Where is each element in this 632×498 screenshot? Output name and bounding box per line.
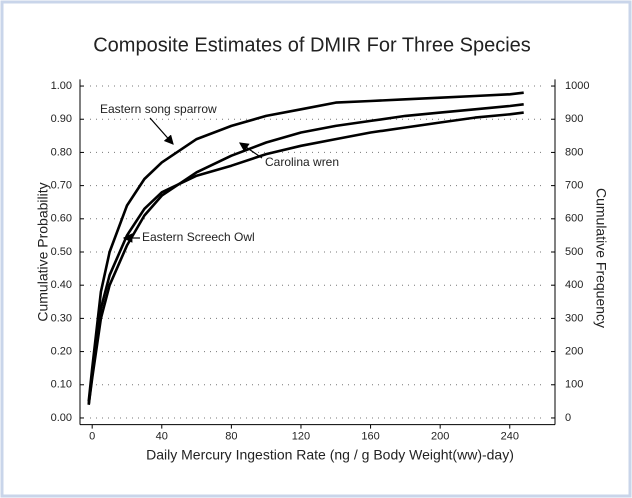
y2-axis-label: Cumulative Frequency (593, 188, 609, 328)
y2-tick-label: 300 (565, 312, 583, 324)
line-series (87, 111, 524, 405)
y-tick-label: 0.70 (51, 180, 72, 192)
annotation: Eastern Screech Owl (142, 230, 255, 244)
y2-tick-label: 700 (565, 180, 583, 192)
y2-tick-label: 400 (565, 279, 583, 291)
x-tick-label: 160 (361, 431, 379, 443)
y-tick-label: 0.20 (51, 345, 72, 357)
y-tick-label: 0.60 (51, 213, 72, 225)
line-series (87, 91, 524, 402)
annotation-arrow (239, 142, 263, 159)
line-series (87, 103, 524, 405)
annotation: Carolina wren (265, 155, 339, 169)
y-tick-label: 1.00 (51, 80, 72, 92)
x-tick-label: 40 (156, 431, 168, 443)
x-tick-label: 240 (501, 431, 519, 443)
y2-tick-label: 1000 (565, 80, 589, 92)
x-axis-label: Daily Mercury Ingestion Rate (ng / g Bod… (146, 447, 514, 463)
x-tick-label: 80 (225, 431, 237, 443)
y2-tick-label: 500 (565, 246, 583, 258)
y-axis-label: Cumulative Probability (35, 182, 51, 321)
y2-tick-label: 200 (565, 345, 583, 357)
y2-tick-label: 0 (565, 412, 571, 424)
x-tick-label: 120 (292, 431, 310, 443)
x-tick-label: 0 (89, 431, 95, 443)
y-tick-label: 0.10 (51, 379, 72, 391)
y-tick-label: 0.00 (51, 412, 72, 424)
x-tick-label: 200 (431, 431, 449, 443)
annotation-arrow (149, 117, 174, 145)
y2-tick-label: 900 (565, 113, 583, 125)
y-tick-label: 0.90 (51, 113, 72, 125)
y2-tick-label: 800 (565, 146, 583, 158)
y-tick-label: 0.40 (51, 279, 72, 291)
y-tick-label: 0.30 (51, 312, 72, 324)
annotation: Eastern song sparrow (100, 102, 217, 116)
y2-tick-label: 600 (565, 213, 583, 225)
chart-title: Composite Estimates of DMIR For Three Sp… (93, 34, 531, 56)
y-tick-label: 0.80 (51, 146, 72, 158)
y2-tick-label: 100 (565, 379, 583, 391)
y-tick-label: 0.50 (51, 246, 72, 258)
